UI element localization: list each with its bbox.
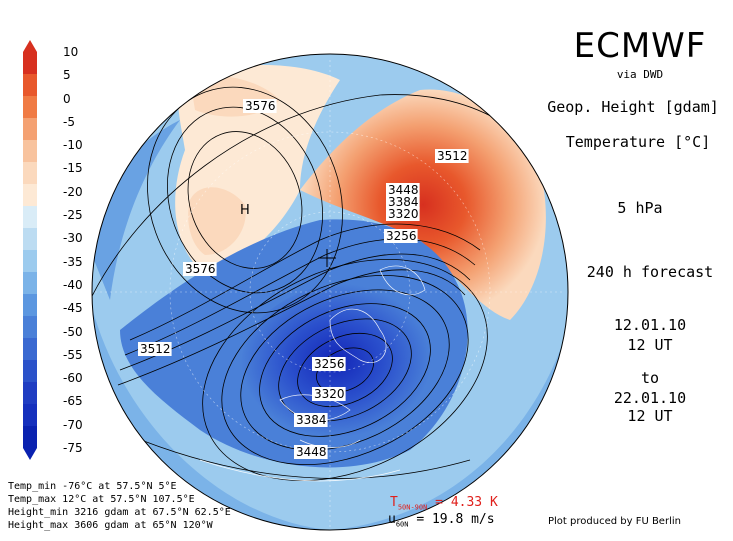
colorbar-segment — [23, 162, 37, 184]
colorbar-segment — [23, 360, 37, 382]
contour-label-bg — [294, 413, 328, 427]
umean-label: u — [388, 512, 396, 527]
contour-label: 3320 — [314, 387, 345, 401]
colorbar-segment — [23, 96, 37, 118]
start-time: 12 UT — [627, 336, 673, 354]
contour-label-bg — [294, 445, 328, 459]
colorbar-segment — [23, 404, 37, 426]
colorbar-tick-label: -15 — [63, 161, 83, 176]
colorbar-segment — [23, 338, 37, 360]
contour-label-bg — [435, 149, 469, 163]
contour-label: 3384 — [296, 413, 327, 427]
height-contours — [92, 86, 566, 482]
contour-label-bg — [386, 195, 420, 209]
high-pressure-marker: H — [240, 203, 250, 218]
colorbar-segment — [23, 250, 37, 272]
umean-sub: 60N — [395, 520, 409, 529]
variable-geopotential: Geop. Height [gdam] — [547, 98, 719, 116]
model-source: via DWD — [616, 68, 664, 81]
valid-date: 22.01.10 — [613, 389, 687, 407]
colorbar-tick-label: 0 — [63, 91, 71, 106]
colorbar-bottom-arrow — [23, 448, 37, 460]
colorbar-tick-label: -40 — [63, 277, 83, 292]
contour-label: 3576 — [185, 262, 216, 276]
colorbar-segment — [23, 52, 37, 74]
colorbar-tick-label: -50 — [63, 324, 83, 339]
start-date: 12.01.10 — [613, 316, 687, 334]
colorbar-segment — [23, 228, 37, 250]
umean-value: = 19.8 m/s — [416, 512, 495, 527]
colorbar-segment — [23, 74, 37, 96]
colorbar-segment — [23, 382, 37, 404]
colorbar-segment — [23, 272, 37, 294]
colorbar-tick-label: -55 — [63, 347, 83, 362]
contour-label: 3576 — [245, 99, 276, 113]
colorbar-segment — [23, 184, 37, 206]
height-min-stat: Height_min 3216 gdam at 67.5°N 62.5°E — [8, 507, 231, 518]
valid-time: 12 UT — [627, 407, 673, 425]
temperature-colorbar: 10 5 0 -5 -10 -15 -20 -25 -30 -35 -40 -45 -50 -55 -60 -… — [23, 40, 83, 484]
contour-labels: 3576357635123512344833843320325632563320… — [138, 99, 469, 459]
colorbar-tick-label: -20 — [63, 184, 83, 199]
temperature-difference: T50N-90N = 4.33 K — [390, 495, 498, 512]
tdiff-label: T — [390, 495, 398, 510]
pressure-level: 5 hPa — [617, 199, 663, 217]
forecast-lead: 240 h forecast — [586, 263, 714, 281]
colorbar-segment — [23, 294, 37, 316]
colorbar-tick-label: -35 — [63, 254, 83, 269]
to-label: to — [640, 369, 660, 387]
contour-label-bg — [386, 183, 420, 197]
colorbar-gradient — [23, 40, 37, 460]
contour-label-bg — [386, 207, 420, 221]
contour-label: 3448 — [388, 183, 419, 197]
colorbar-tick-label: -70 — [63, 417, 83, 432]
contour-label: 3512 — [140, 342, 171, 356]
tdiff-value: = 4.33 K — [435, 495, 498, 510]
colorbar-tick-label: -65 — [63, 394, 83, 409]
colorbar-tick-label: -60 — [63, 371, 83, 386]
graticule — [95, 60, 565, 530]
colorbar-tick-label: -25 — [63, 208, 83, 223]
contour-label-bg — [312, 387, 346, 401]
colorbar-tick-label: -75 — [63, 441, 83, 455]
contour-label-bg — [384, 229, 418, 243]
colorbar-top-arrow — [23, 40, 37, 52]
left-cold-band — [92, 120, 180, 300]
contour-label-bg — [243, 99, 277, 113]
contour-label: 3384 — [388, 195, 419, 209]
colorbar-segment — [23, 316, 37, 338]
zonal-wind-mean: u60N = 19.8 m/s — [388, 512, 495, 529]
contour-label-bg — [138, 342, 172, 356]
contour-label: 3256 — [386, 229, 417, 243]
contour-label: 3512 — [437, 149, 468, 163]
colorbar-tick-label: -10 — [63, 138, 83, 153]
credit-text: Plot produced by FU Berlin — [548, 516, 681, 527]
colorbar-tick-label: -5 — [63, 114, 75, 129]
model-title: ECMWF — [573, 26, 707, 66]
colorbar-tick-label: -45 — [63, 301, 83, 316]
temp-max-stat: Temp_max 12°C at 57.5°N 107.5°E — [8, 494, 195, 505]
tdiff-sub: 50N-90N — [397, 503, 428, 512]
coastlines — [199, 265, 426, 482]
height-max-stat: Height_max 3606 gdam at 65°N 120°W — [8, 520, 213, 531]
map-border — [91, 53, 569, 531]
contour-label-bg — [312, 357, 346, 371]
colorbar-segment — [23, 426, 37, 448]
pole-marker — [318, 249, 336, 267]
temp-min-stat: Temp_min -76°C at 57.5°N 5°E — [8, 481, 177, 492]
colorbar-segment — [23, 118, 37, 140]
colorbar-segment — [23, 140, 37, 162]
warm-anomaly — [300, 89, 546, 320]
colorbar-tick-label: -30 — [63, 231, 83, 246]
colorbar-segment — [23, 206, 37, 228]
contour-label: 3320 — [388, 207, 419, 221]
contour-label: 3256 — [314, 357, 345, 371]
contour-label: 3448 — [296, 445, 327, 459]
colorbar-tick-label: 5 — [63, 68, 71, 83]
contour-label-bg — [183, 262, 217, 276]
variable-temperature: Temperature [°C] — [565, 133, 711, 151]
colorbar-tick-label: 10 — [63, 45, 79, 59]
